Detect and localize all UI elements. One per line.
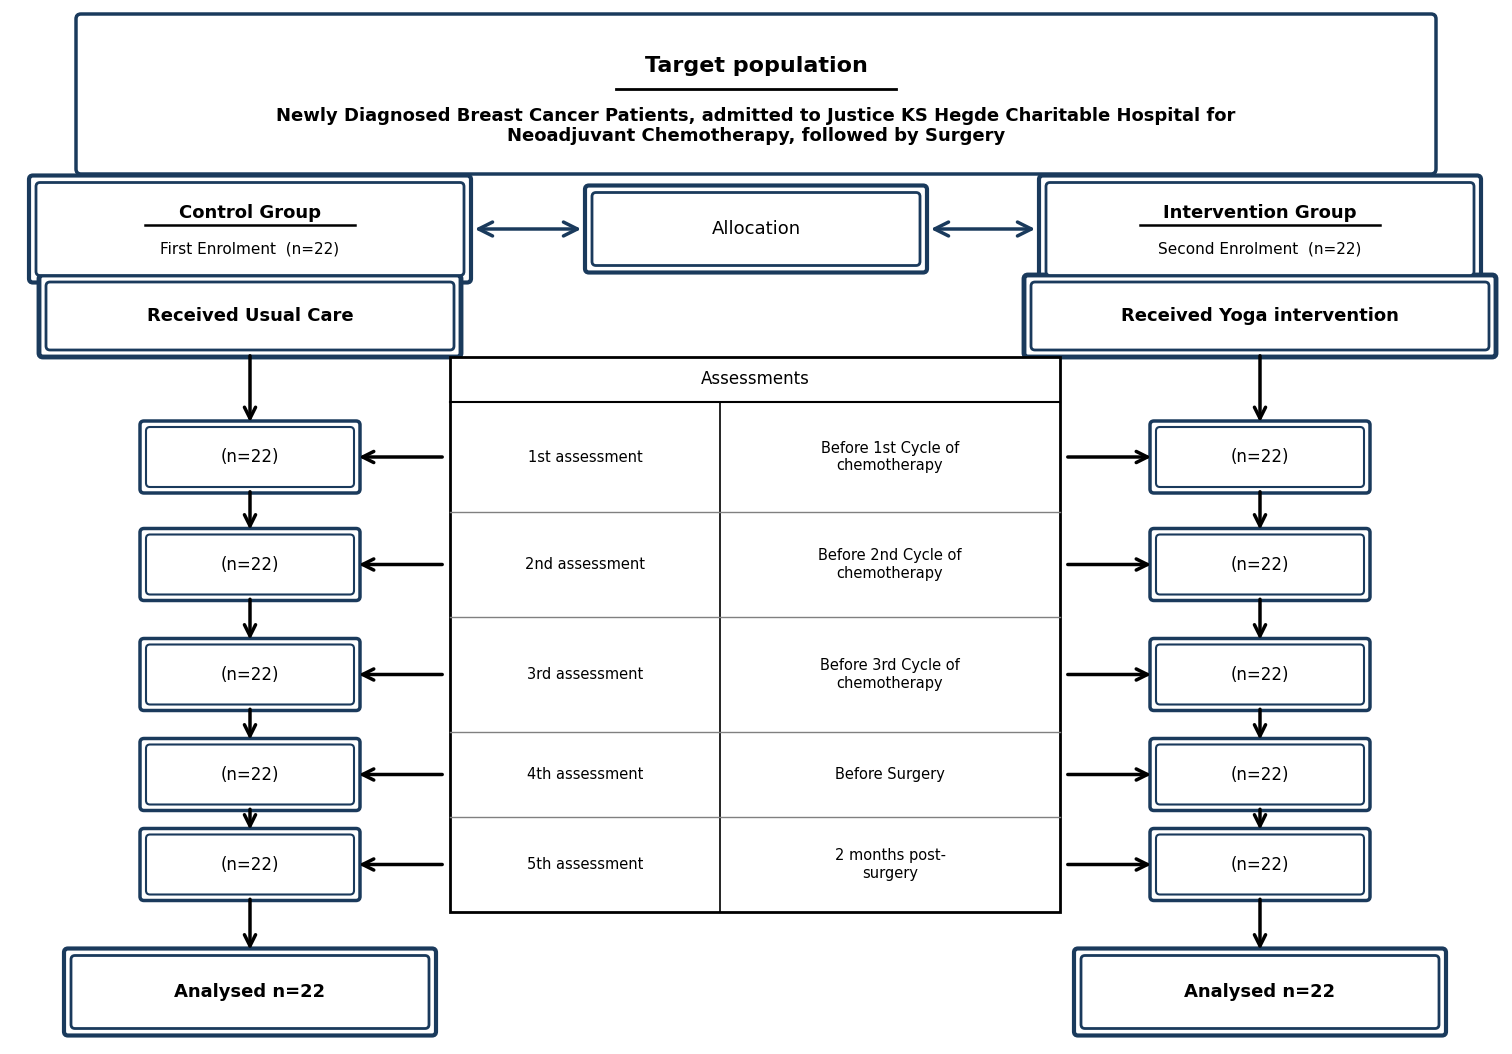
FancyBboxPatch shape — [1151, 828, 1370, 900]
Text: (n=22): (n=22) — [1231, 555, 1290, 573]
Text: Before 2nd Cycle of
chemotherapy: Before 2nd Cycle of chemotherapy — [818, 548, 962, 581]
Text: Analysed n=22: Analysed n=22 — [1184, 983, 1335, 1001]
Text: 2 months post-
surgery: 2 months post- surgery — [835, 848, 945, 881]
Text: Before Surgery: Before Surgery — [835, 767, 945, 782]
Text: 1st assessment: 1st assessment — [528, 449, 643, 465]
FancyBboxPatch shape — [1157, 534, 1364, 594]
FancyBboxPatch shape — [1157, 835, 1364, 895]
Text: (n=22): (n=22) — [221, 765, 280, 783]
FancyBboxPatch shape — [1157, 644, 1364, 704]
FancyBboxPatch shape — [1157, 744, 1364, 804]
Text: Received Yoga intervention: Received Yoga intervention — [1120, 307, 1399, 325]
FancyBboxPatch shape — [141, 421, 360, 493]
FancyBboxPatch shape — [147, 427, 354, 487]
Text: Intervention Group: Intervention Group — [1163, 204, 1356, 222]
FancyBboxPatch shape — [593, 193, 919, 266]
FancyBboxPatch shape — [1081, 956, 1439, 1029]
Text: (n=22): (n=22) — [1231, 765, 1290, 783]
FancyBboxPatch shape — [1151, 739, 1370, 811]
FancyBboxPatch shape — [1151, 639, 1370, 710]
FancyBboxPatch shape — [141, 739, 360, 811]
FancyBboxPatch shape — [45, 282, 454, 350]
Text: 2nd assessment: 2nd assessment — [525, 557, 646, 572]
Text: Second Enrolment  (n=22): Second Enrolment (n=22) — [1158, 241, 1362, 256]
Text: 3rd assessment: 3rd assessment — [526, 667, 643, 682]
Text: Assessments: Assessments — [700, 371, 809, 389]
FancyBboxPatch shape — [585, 186, 927, 273]
FancyBboxPatch shape — [1074, 949, 1445, 1035]
FancyBboxPatch shape — [147, 835, 354, 895]
Text: (n=22): (n=22) — [221, 448, 280, 466]
Text: Allocation: Allocation — [712, 220, 800, 238]
Text: (n=22): (n=22) — [1231, 448, 1290, 466]
FancyBboxPatch shape — [141, 639, 360, 710]
FancyBboxPatch shape — [1046, 182, 1474, 275]
Bar — [451, 357, 1060, 912]
FancyBboxPatch shape — [147, 644, 354, 704]
FancyBboxPatch shape — [141, 828, 360, 900]
Text: (n=22): (n=22) — [221, 665, 280, 683]
Text: (n=22): (n=22) — [1231, 856, 1290, 874]
FancyBboxPatch shape — [1039, 176, 1480, 282]
FancyBboxPatch shape — [64, 949, 435, 1035]
Text: 4th assessment: 4th assessment — [526, 767, 643, 782]
FancyBboxPatch shape — [76, 14, 1436, 174]
Text: Target population: Target population — [644, 56, 868, 76]
FancyBboxPatch shape — [71, 956, 429, 1029]
Text: (n=22): (n=22) — [221, 856, 280, 874]
FancyBboxPatch shape — [147, 744, 354, 804]
Text: Analysed n=22: Analysed n=22 — [174, 983, 325, 1001]
Text: Received Usual Care: Received Usual Care — [147, 307, 354, 325]
Text: (n=22): (n=22) — [1231, 665, 1290, 683]
FancyBboxPatch shape — [1151, 528, 1370, 601]
FancyBboxPatch shape — [147, 534, 354, 594]
Text: Before 1st Cycle of
chemotherapy: Before 1st Cycle of chemotherapy — [821, 441, 959, 473]
Text: First Enrolment  (n=22): First Enrolment (n=22) — [160, 241, 340, 256]
FancyBboxPatch shape — [141, 528, 360, 601]
Text: 5th assessment: 5th assessment — [526, 857, 643, 872]
FancyBboxPatch shape — [36, 182, 464, 275]
FancyBboxPatch shape — [1157, 427, 1364, 487]
FancyBboxPatch shape — [1031, 282, 1489, 350]
FancyBboxPatch shape — [29, 176, 472, 282]
Text: Before 3rd Cycle of
chemotherapy: Before 3rd Cycle of chemotherapy — [820, 659, 960, 690]
Text: Newly Diagnosed Breast Cancer Patients, admitted to Justice KS Hegde Charitable : Newly Diagnosed Breast Cancer Patients, … — [277, 106, 1235, 145]
FancyBboxPatch shape — [1151, 421, 1370, 493]
Text: (n=22): (n=22) — [221, 555, 280, 573]
FancyBboxPatch shape — [39, 275, 461, 357]
Text: Control Group: Control Group — [178, 204, 321, 222]
FancyBboxPatch shape — [1024, 275, 1495, 357]
